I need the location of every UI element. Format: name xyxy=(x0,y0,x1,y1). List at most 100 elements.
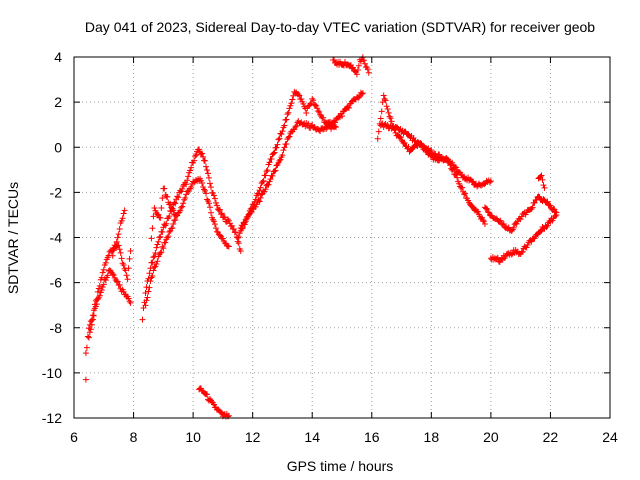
data-point xyxy=(232,229,239,236)
series-sdtvar-main-trace-b xyxy=(85,267,134,341)
data-point xyxy=(260,177,267,184)
data-point xyxy=(298,95,305,102)
data-point xyxy=(292,124,299,131)
data-point xyxy=(242,218,249,225)
data-point xyxy=(205,200,212,207)
data-point xyxy=(157,249,164,256)
data-point xyxy=(142,302,149,309)
data-point xyxy=(207,184,214,191)
data-point xyxy=(381,95,388,102)
data-point xyxy=(165,233,172,240)
data-point xyxy=(224,243,231,250)
data-point xyxy=(543,223,550,230)
data-point xyxy=(355,94,362,101)
data-point xyxy=(286,133,293,140)
data-point xyxy=(257,184,264,191)
data-point xyxy=(123,272,130,279)
data-point xyxy=(540,182,547,189)
data-point xyxy=(262,172,269,179)
data-point xyxy=(184,177,191,184)
data-point xyxy=(196,146,203,153)
data-point xyxy=(546,202,553,209)
data-point xyxy=(317,111,324,118)
data-point xyxy=(193,152,200,159)
data-point xyxy=(320,114,327,121)
data-point xyxy=(149,225,156,232)
data-point xyxy=(544,198,551,205)
data-point xyxy=(237,248,244,255)
data-point xyxy=(150,254,157,261)
data-point xyxy=(312,101,319,108)
data-point xyxy=(401,139,408,146)
data-point xyxy=(332,123,339,130)
data-point xyxy=(93,301,100,308)
data-point xyxy=(405,143,412,150)
y-tick-label: 4 xyxy=(54,49,62,65)
x-tick-label: 8 xyxy=(130,429,138,445)
data-point xyxy=(479,217,486,224)
data-point xyxy=(461,191,468,198)
data-point xyxy=(315,108,322,115)
data-point xyxy=(281,144,288,151)
data-point xyxy=(265,181,272,188)
data-point xyxy=(219,235,226,242)
data-point xyxy=(355,62,362,69)
series-sdtvar-trace-segment-8-12h xyxy=(139,146,244,323)
data-point xyxy=(377,115,384,122)
data-point xyxy=(157,233,164,240)
x-tick-label: 10 xyxy=(185,429,201,445)
data-point xyxy=(161,185,168,192)
data-point xyxy=(182,195,189,202)
data-point xyxy=(454,174,461,181)
data-point xyxy=(199,150,206,157)
data-point xyxy=(211,195,218,202)
data-point xyxy=(143,297,150,304)
data-point xyxy=(127,299,134,306)
data-point xyxy=(149,273,156,280)
data-point xyxy=(199,180,206,187)
data-point xyxy=(125,265,132,272)
data-point xyxy=(449,159,456,166)
data-point xyxy=(459,184,466,191)
data-point xyxy=(144,294,151,301)
data-point xyxy=(153,244,160,251)
data-point xyxy=(217,211,224,218)
data-point xyxy=(159,195,166,202)
data-point xyxy=(263,168,270,175)
data-point xyxy=(202,187,209,194)
data-point xyxy=(271,149,278,156)
x-tick-label: 6 xyxy=(70,429,78,445)
data-point xyxy=(126,255,133,262)
data-point xyxy=(354,66,361,73)
data-point xyxy=(257,194,264,201)
data-point xyxy=(116,281,123,288)
data-point xyxy=(387,115,394,122)
data-point xyxy=(82,376,89,383)
series-sdtvar-spike-near-21-7h xyxy=(535,172,548,191)
data-point xyxy=(384,106,391,113)
data-point xyxy=(115,242,122,249)
data-point xyxy=(102,259,109,266)
data-point xyxy=(314,105,321,112)
data-point xyxy=(109,252,116,259)
data-point xyxy=(280,147,287,154)
series-sdtvar-peak-segment-14-7-15-9h xyxy=(330,54,372,78)
x-tick-label: 20 xyxy=(483,429,499,445)
data-point xyxy=(248,209,255,216)
data-point xyxy=(360,57,367,64)
data-point xyxy=(86,329,93,336)
data-point xyxy=(210,192,217,199)
data-point xyxy=(411,137,418,144)
data-point xyxy=(185,173,192,180)
data-point xyxy=(309,95,316,102)
data-point xyxy=(409,145,416,152)
data-point xyxy=(256,198,263,205)
data-point xyxy=(153,260,160,267)
data-point xyxy=(469,202,476,209)
data-point xyxy=(224,216,231,223)
data-point xyxy=(114,234,121,241)
data-point xyxy=(345,104,352,111)
series-sdtvar-trace-segment-16-2-19-8h xyxy=(374,92,488,227)
data-point xyxy=(127,248,134,255)
